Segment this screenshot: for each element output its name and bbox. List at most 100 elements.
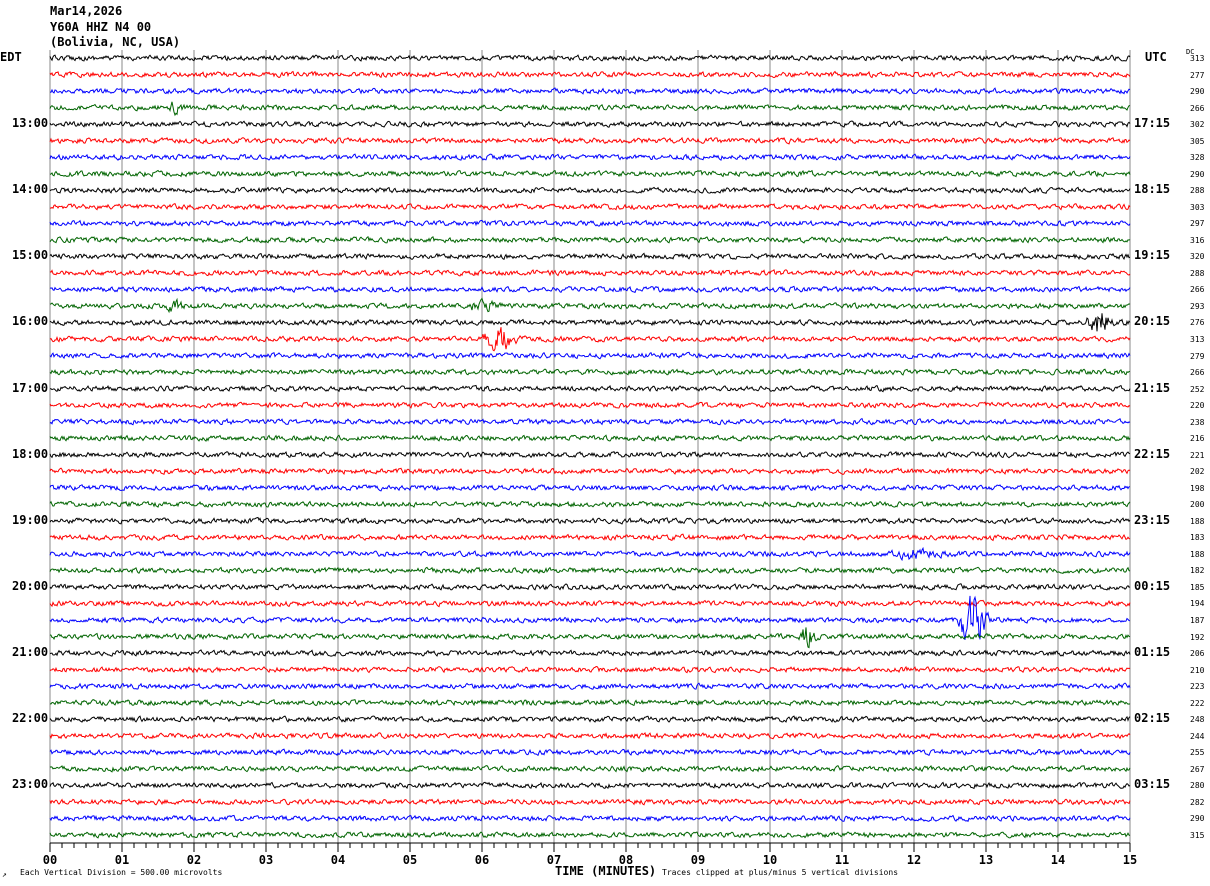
dc-value: 267 <box>1190 764 1205 774</box>
x-tick-label: 14 <box>1050 853 1066 867</box>
edt-time-label: 16:00 <box>12 314 49 329</box>
utc-time-label: 21:15 <box>1134 380 1171 395</box>
right-timezone: UTC <box>1145 50 1167 64</box>
dc-value: 293 <box>1190 301 1205 311</box>
dc-value: 216 <box>1190 434 1205 444</box>
dc-value: 187 <box>1190 616 1205 626</box>
trace-row-34 <box>49 595 1131 640</box>
dc-value: 183 <box>1190 533 1205 543</box>
x-tick-label: 11 <box>834 853 850 867</box>
date-label: Mar14,2026 <box>50 4 123 18</box>
scale-note: Each Vertical Division = 500.00 microvol… <box>20 868 223 877</box>
edt-time-label: 22:00 <box>12 711 49 726</box>
dc-value: 188 <box>1190 516 1205 526</box>
trace-row-10 <box>49 219 1131 227</box>
dc-value: 182 <box>1190 566 1205 576</box>
dc-value: 223 <box>1190 682 1205 692</box>
dc-value: 328 <box>1190 153 1205 163</box>
edt-time-label: 20:00 <box>12 578 49 593</box>
dc-value: 220 <box>1190 401 1205 411</box>
dc-value: 290 <box>1190 169 1205 179</box>
x-tick-label: 04 <box>330 853 346 867</box>
dc-value: 202 <box>1190 467 1205 477</box>
dc-value: 313 <box>1190 335 1205 344</box>
edt-time-label: 13:00 <box>12 116 49 131</box>
trace-row-47 <box>49 831 1131 839</box>
dc-value: 266 <box>1190 368 1205 378</box>
x-tick-label: 13 <box>978 853 994 867</box>
dc-value: 316 <box>1190 235 1205 245</box>
dc-value: 266 <box>1190 103 1205 113</box>
trace-row-27 <box>49 500 1131 509</box>
trace-row-28 <box>49 516 1131 525</box>
trace-row-41 <box>49 732 1131 740</box>
trace-row-3 <box>49 101 1131 117</box>
utc-time-label: 00:15 <box>1134 578 1171 593</box>
dc-value: 282 <box>1190 797 1205 807</box>
edt-time-label: 17:00 <box>12 380 49 395</box>
x-tick-label: 07 <box>546 853 562 867</box>
trace-row-43 <box>49 764 1131 773</box>
trace-row-32 <box>49 583 1131 591</box>
trace-row-2 <box>49 87 1131 95</box>
dc-value: 297 <box>1190 219 1205 229</box>
dc-value: 244 <box>1190 731 1205 741</box>
trace-row-44 <box>49 781 1131 790</box>
trace-row-25 <box>49 467 1131 476</box>
dc-value: 210 <box>1190 665 1205 675</box>
dc-value: 303 <box>1190 202 1205 212</box>
utc-time-label: 17:15 <box>1134 116 1171 131</box>
x-tick-label: 05 <box>402 853 418 867</box>
trace-row-1 <box>49 70 1131 79</box>
x-tick-label: 12 <box>906 853 922 867</box>
dc-value: 290 <box>1190 814 1205 824</box>
trace-row-24 <box>49 451 1131 459</box>
x-tick-label: 01 <box>114 853 130 867</box>
dc-value: 313 <box>1190 54 1205 63</box>
trace-row-46 <box>49 814 1131 823</box>
utc-time-label: 18:15 <box>1134 182 1171 197</box>
dc-label: DC <box>1186 48 1195 56</box>
edt-time-label: 15:00 <box>12 248 49 263</box>
dc-value: 255 <box>1190 748 1205 758</box>
station-label: Y60A HHZ N4 00 <box>50 20 152 34</box>
dc-value: 206 <box>1190 649 1205 659</box>
dc-value: 248 <box>1190 715 1205 725</box>
trace-row-14 <box>49 285 1131 294</box>
trace-row-21 <box>49 401 1131 409</box>
trace-row-12 <box>49 252 1131 261</box>
trace-row-39 <box>49 699 1131 707</box>
dc-value: 192 <box>1190 632 1205 642</box>
trace-row-5 <box>49 136 1131 145</box>
trace-row-33 <box>49 599 1131 608</box>
utc-time-label: 19:15 <box>1134 248 1171 263</box>
dc-value: 238 <box>1190 417 1205 427</box>
edt-time-label: 14:00 <box>12 182 49 197</box>
trace-row-36 <box>49 649 1131 657</box>
x-tick-label: 09 <box>690 853 706 867</box>
utc-time-label: 03:15 <box>1134 777 1171 792</box>
trace-row-6 <box>49 153 1131 161</box>
x-tick-label: 02 <box>186 853 202 867</box>
x-axis-label: TIME (MINUTES) <box>555 864 657 878</box>
trace-row-19 <box>49 368 1131 376</box>
trace-row-38 <box>49 682 1131 690</box>
trace-row-9 <box>49 202 1131 211</box>
dc-value: 315 <box>1190 830 1205 840</box>
x-tick-label: 10 <box>762 853 778 867</box>
utc-time-label: 20:15 <box>1134 314 1171 329</box>
edt-time-label: 18:00 <box>12 446 49 461</box>
trace-row-45 <box>49 798 1131 806</box>
dc-value: 185 <box>1190 582 1205 592</box>
scale-icon: ↗ <box>2 870 7 879</box>
trace-row-29 <box>49 533 1131 542</box>
trace-row-23 <box>49 434 1131 442</box>
trace-row-13 <box>49 269 1131 277</box>
trace-row-0 <box>49 54 1131 62</box>
dc-value: 302 <box>1190 120 1205 130</box>
trace-row-40 <box>49 715 1131 723</box>
dc-value: 188 <box>1190 549 1205 559</box>
dc-value: 221 <box>1190 450 1205 460</box>
